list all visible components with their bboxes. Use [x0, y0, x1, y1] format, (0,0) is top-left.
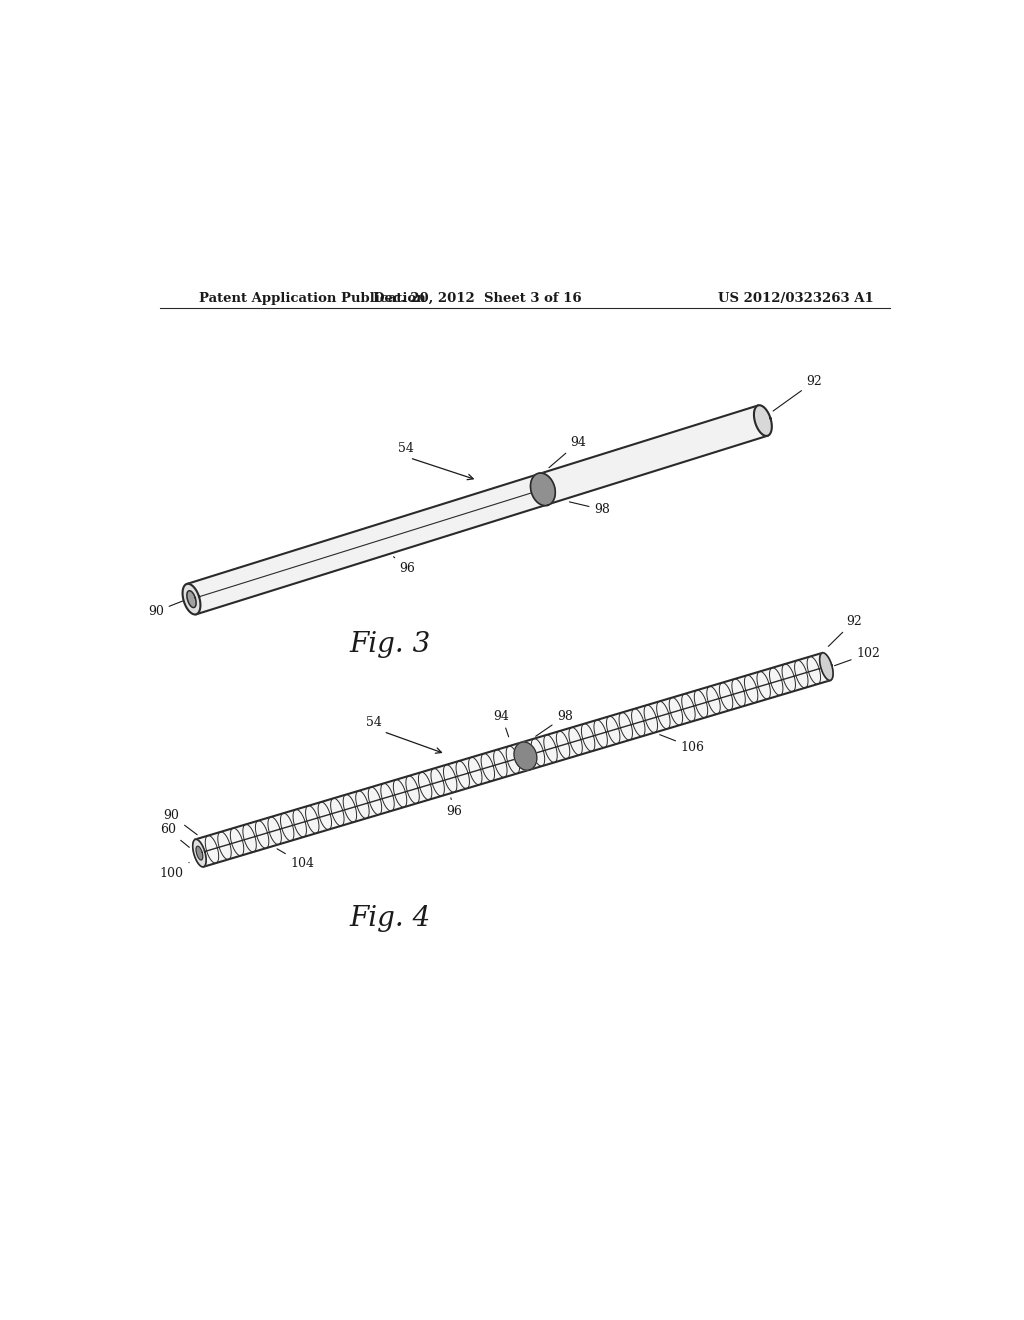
- Polygon shape: [187, 591, 196, 607]
- Text: 92: 92: [828, 615, 862, 647]
- Text: US 2012/0323263 A1: US 2012/0323263 A1: [718, 292, 873, 305]
- Text: Patent Application Publication: Patent Application Publication: [200, 292, 426, 305]
- Polygon shape: [196, 846, 203, 861]
- Text: Fig. 3: Fig. 3: [349, 631, 430, 657]
- Text: 98: 98: [569, 502, 610, 516]
- Polygon shape: [182, 583, 201, 615]
- Text: 96: 96: [393, 557, 416, 576]
- Text: 94: 94: [549, 436, 587, 467]
- Text: Dec. 20, 2012  Sheet 3 of 16: Dec. 20, 2012 Sheet 3 of 16: [373, 292, 582, 305]
- Polygon shape: [819, 653, 834, 680]
- Polygon shape: [514, 742, 537, 770]
- Text: 54: 54: [367, 717, 382, 729]
- Text: 96: 96: [446, 797, 462, 818]
- Text: 100: 100: [160, 862, 189, 880]
- Text: 104: 104: [278, 849, 314, 870]
- Text: 102: 102: [835, 647, 881, 665]
- Text: 92: 92: [773, 375, 822, 411]
- Polygon shape: [196, 653, 830, 867]
- Polygon shape: [186, 405, 768, 614]
- Text: 90: 90: [147, 601, 185, 618]
- Text: 106: 106: [659, 735, 705, 754]
- Text: 94: 94: [494, 710, 510, 737]
- Text: 98: 98: [536, 710, 573, 737]
- Text: 90: 90: [164, 809, 198, 834]
- Text: 60: 60: [160, 824, 189, 847]
- Polygon shape: [193, 840, 206, 867]
- Text: Fig. 4: Fig. 4: [349, 904, 430, 932]
- Polygon shape: [754, 405, 772, 436]
- Polygon shape: [530, 473, 555, 506]
- Text: 54: 54: [397, 442, 414, 455]
